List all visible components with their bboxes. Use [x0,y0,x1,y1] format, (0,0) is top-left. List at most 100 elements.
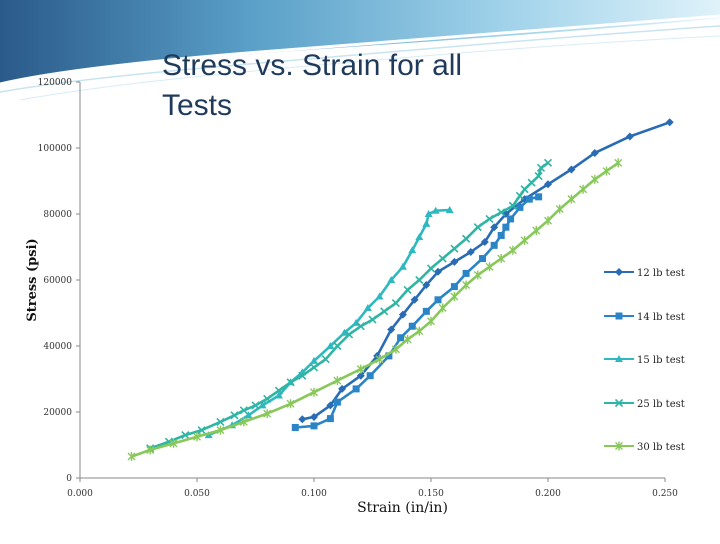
data-point [398,310,407,319]
legend-item: 12 lb test [604,268,685,279]
chart-series [127,118,674,462]
data-point [368,315,377,324]
data-point [127,452,136,462]
data-point [615,312,623,320]
data-point [352,385,360,393]
x-tick-label: 0.050 [184,489,210,499]
data-point [520,235,529,245]
y-tick-label: 20000 [43,408,72,418]
data-point [326,401,335,410]
data-point [497,254,506,264]
legend-label: 15 lb test [637,355,685,366]
y-tick-label: 40000 [43,342,72,352]
series-15-lb-test [204,206,454,439]
x-tick-label: 0.200 [535,489,561,499]
data-point [462,269,470,277]
data-point [415,326,424,336]
data-point [403,285,412,294]
data-point [298,415,307,424]
series-14-lb-test [291,193,543,432]
legend-label: 30 lb test [637,442,685,453]
data-point [387,276,396,283]
chart-legend: 12 lb test 14 lb test 15 lb test 25 lb test… [604,268,685,453]
data-point [274,386,283,395]
data-point [398,262,407,270]
data-point [286,399,295,409]
data-point [480,238,489,247]
y-tick-label: 80000 [43,210,72,220]
data-point [181,431,190,440]
data-point [438,254,447,263]
legend-item: 25 lb test [604,398,685,410]
series-12-lb-test [298,118,674,424]
x-tick-label: 0.250 [652,489,678,499]
data-point [434,296,442,304]
data-point [534,171,543,181]
data-point [497,208,506,217]
data-point [326,415,334,423]
data-point [169,438,178,448]
data-point [555,204,564,214]
data-point [408,322,416,330]
series-line [295,195,539,429]
data-point [544,216,552,226]
data-point [146,445,155,455]
y-tick-label: 0 [66,474,72,484]
data-point [665,118,674,127]
data-point [615,268,623,276]
data-point [321,355,330,364]
data-point [356,322,365,331]
data-point [462,280,471,290]
y-axis-title: Stress (psi) [25,238,40,321]
x-tick-label: 0.100 [301,489,327,499]
data-point [326,342,335,349]
data-point [410,295,419,304]
data-point [525,195,533,203]
data-point [502,223,510,231]
data-point [244,411,253,419]
data-point [614,158,623,168]
data-point [375,354,384,364]
data-point [478,255,486,263]
data-point [579,184,588,194]
y-tick-label: 60000 [43,276,72,286]
data-point [230,411,239,420]
data-point [426,264,436,273]
legend-item: 15 lb test [604,355,685,366]
data-point [197,426,206,435]
header-band [0,0,720,84]
data-point [340,328,349,336]
data-point [515,191,524,200]
data-point [427,316,435,326]
data-point [485,262,494,272]
data-point [567,165,576,174]
data-point [508,245,517,255]
data-point [450,257,459,266]
data-point [508,201,517,210]
data-point [380,307,389,316]
legend-item: 30 lb test [604,441,685,453]
data-point [535,193,543,201]
data-point [356,371,365,380]
data-point [497,231,505,239]
legend-item: 14 lb test [604,312,685,323]
data-point [309,363,319,372]
data-point [543,158,553,167]
data-point [239,406,248,415]
data-point [450,283,458,291]
x-tick-label: 0.000 [67,489,93,499]
data-point [466,247,475,256]
data-point [450,244,459,253]
data-point [567,194,576,204]
y-tick-label: 120000 [38,78,73,88]
series-line [149,161,549,450]
data-point [536,163,546,172]
data-point [516,203,524,211]
data-point [431,206,440,214]
series-25-lb-test [146,158,553,453]
data-point [434,267,443,276]
data-point [345,330,354,339]
data-point [408,246,417,254]
series-line [131,161,619,458]
